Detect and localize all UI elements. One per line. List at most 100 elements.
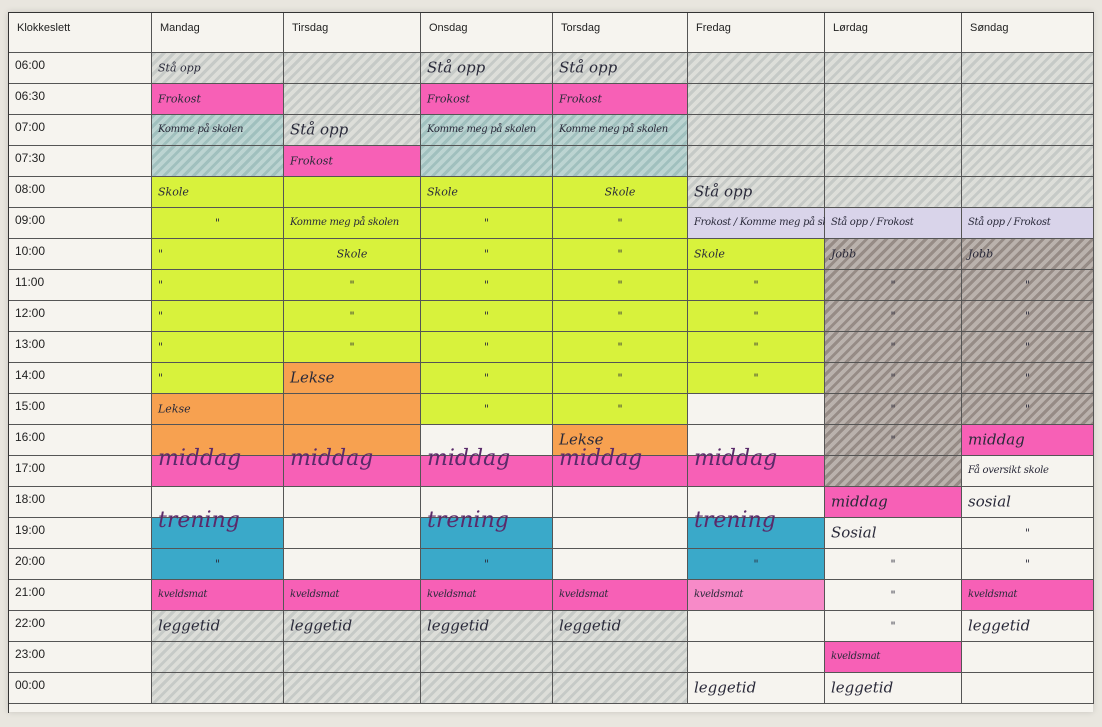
activity-label: kveldsmat xyxy=(968,589,1018,600)
schedule-cell: kveldsmat xyxy=(152,580,284,611)
schedule-cell: middag xyxy=(152,448,284,487)
activity-label: " xyxy=(617,247,623,261)
activity-label: middag xyxy=(968,430,1025,449)
activity-label: " xyxy=(890,278,896,292)
activity-label: " xyxy=(1024,557,1031,571)
schedule-cell xyxy=(962,177,1094,208)
schedule-cell: " xyxy=(825,394,962,425)
schedule-cell xyxy=(553,642,688,673)
schedule-cell: " xyxy=(962,332,1094,363)
schedule-cell: " xyxy=(553,394,688,425)
schedule-cell: " xyxy=(152,363,284,394)
schedule-cell: Stå opp xyxy=(688,177,825,208)
activity-label: kveldsmat xyxy=(158,589,208,600)
schedule-cell: Stå opp xyxy=(553,53,688,84)
time-label: 10:00 xyxy=(9,239,152,270)
activity-label: Lekse xyxy=(290,368,335,387)
day-header-6: Søndag xyxy=(962,13,1094,53)
time-column-header: Klokkeslett xyxy=(9,13,152,53)
schedule-cell: " xyxy=(152,301,284,332)
activity-label: " xyxy=(617,309,623,323)
activity-label: kveldsmat xyxy=(831,651,881,662)
activity-label: Stå opp xyxy=(559,58,618,77)
schedule-cell xyxy=(284,642,421,673)
activity-label: " xyxy=(1024,340,1031,354)
schedule-cell: leggetid xyxy=(284,611,421,642)
activity-label: leggetid xyxy=(158,616,221,635)
empty-cell xyxy=(688,394,825,425)
activity-label: Komme meg på skolen xyxy=(559,124,668,135)
schedule-cell: Frokost xyxy=(553,84,688,115)
activity-label: " xyxy=(214,216,221,230)
activity-label: " xyxy=(617,216,623,230)
schedule-cell: " xyxy=(688,549,825,580)
schedule-cell: kveldsmat xyxy=(962,580,1094,611)
activity-label: " xyxy=(1024,526,1031,540)
schedule-cell: " xyxy=(152,549,284,580)
schedule-cell: " xyxy=(553,208,688,239)
activity-label: Frokost xyxy=(158,92,201,106)
schedule-cell: " xyxy=(421,239,553,270)
schedule-cell: " xyxy=(962,549,1094,580)
schedule-cell xyxy=(688,84,825,115)
activity-label: " xyxy=(1024,278,1031,292)
schedule-cell xyxy=(962,53,1094,84)
activity-label: Skole xyxy=(427,185,458,199)
activity-label: " xyxy=(158,371,164,385)
empty-cell xyxy=(962,642,1094,673)
activity-label: Skole xyxy=(604,185,636,199)
schedule-cell: Komme meg på skolen xyxy=(553,115,688,146)
schedule-cell xyxy=(962,84,1094,115)
activity-label: " xyxy=(890,371,896,385)
time-label: 07:00 xyxy=(9,115,152,146)
schedule-cell: " xyxy=(553,270,688,301)
schedule-cell: " xyxy=(152,332,284,363)
activity-label: Komme på skolen xyxy=(158,124,244,135)
empty-cell xyxy=(284,549,421,580)
activity-label: Skole xyxy=(158,185,189,199)
activity-label: middag xyxy=(831,492,888,511)
activity-label: " xyxy=(753,340,759,354)
schedule-cell: " xyxy=(825,425,962,456)
activity-label: Stå opp xyxy=(290,120,349,139)
schedule-cell xyxy=(284,673,421,704)
empty-cell xyxy=(688,487,825,518)
activity-label: Få oversikt skole xyxy=(968,465,1049,476)
activity-label: Jobb xyxy=(968,247,994,261)
schedule-cell: " xyxy=(825,611,962,642)
time-label: 21:00 xyxy=(9,580,152,611)
schedule-cell: " xyxy=(688,332,825,363)
time-label: 13:00 xyxy=(9,332,152,363)
schedule-cell: Lekse xyxy=(152,394,284,425)
activity-label: " xyxy=(349,309,355,323)
schedule-cell xyxy=(825,115,962,146)
activity-label: " xyxy=(890,557,896,571)
schedule-cell: leggetid xyxy=(688,673,825,704)
activity-label: Lekse xyxy=(559,430,604,449)
activity-label: Stå opp / Frokost xyxy=(831,217,914,228)
activity-label: middag xyxy=(559,446,643,471)
activity-label: leggetid xyxy=(968,616,1031,635)
activity-label: leggetid xyxy=(831,678,894,697)
empty-cell xyxy=(688,611,825,642)
schedule-cell: " xyxy=(421,394,553,425)
activity-label: " xyxy=(158,247,164,261)
activity-label: " xyxy=(158,278,164,292)
activity-label: " xyxy=(890,433,896,447)
activity-label: Frokost xyxy=(290,154,333,168)
activity-label: Stå opp xyxy=(427,58,486,77)
schedule-cell: Skole xyxy=(284,239,421,270)
schedule-cell xyxy=(152,146,284,177)
time-label: 23:00 xyxy=(9,642,152,673)
schedule-cell: leggetid xyxy=(962,611,1094,642)
schedule-cell: " xyxy=(553,363,688,394)
schedule-cell: " xyxy=(421,332,553,363)
schedule-cell xyxy=(284,425,421,456)
schedule-cell: trening xyxy=(421,510,553,549)
time-label: 17:00 xyxy=(9,456,152,487)
day-header-5: Lørdag xyxy=(825,13,962,53)
schedule-cell: " xyxy=(284,301,421,332)
schedule-cell: trening xyxy=(688,510,825,549)
activity-label: Stå opp / Frokost xyxy=(968,217,1051,228)
